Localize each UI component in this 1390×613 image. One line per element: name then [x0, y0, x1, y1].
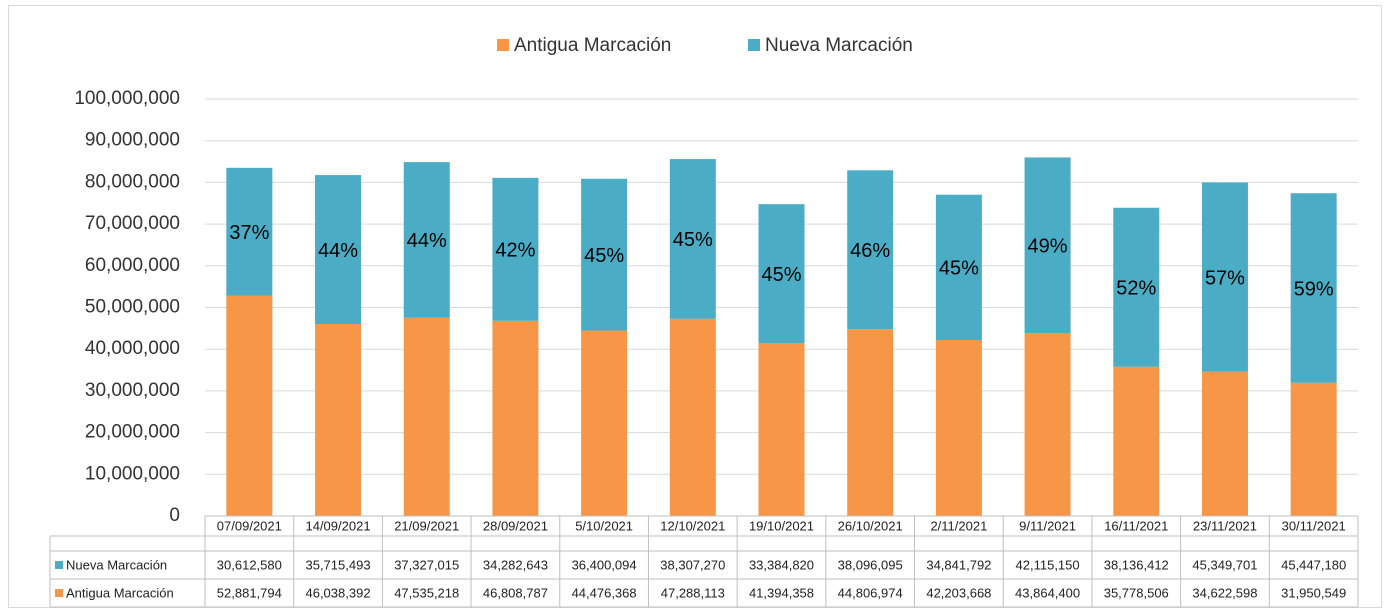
- table-cell: 30,612,580: [217, 557, 282, 572]
- share-label: 44%: [318, 240, 358, 262]
- table-cell: 37,327,015: [394, 557, 459, 572]
- table-cell: 34,841,792: [926, 557, 991, 572]
- bar-segment: [1113, 366, 1160, 516]
- x-tick-label: 28/09/2021: [483, 518, 548, 533]
- bar-segment: [581, 330, 628, 516]
- table-row-label: Antigua Marcación: [66, 585, 174, 600]
- table-cell: 44,476,368: [572, 585, 637, 600]
- bar-segment: [1113, 207, 1160, 367]
- legend-label: Nueva Marcación: [765, 35, 913, 56]
- legend-key: [497, 39, 509, 51]
- bar-segment: [1290, 193, 1337, 383]
- y-tick-label: 90,000,000: [85, 130, 180, 151]
- bar-segment: [403, 317, 450, 516]
- y-tick-label: 20,000,000: [85, 422, 180, 443]
- y-tick-label: 40,000,000: [85, 338, 180, 359]
- y-tick-label: 70,000,000: [85, 213, 180, 234]
- share-label: 44%: [407, 230, 447, 252]
- bar-segment: [1201, 371, 1248, 516]
- table-cell: 42,115,150: [1016, 557, 1080, 572]
- bar-segment: [315, 324, 362, 516]
- table-cell: 35,715,493: [305, 557, 370, 572]
- bar-segment: [669, 159, 716, 319]
- share-label: 59%: [1294, 278, 1334, 300]
- legend-label: Antigua Marcación: [514, 35, 671, 56]
- x-tick-label: 07/09/2021: [217, 518, 282, 533]
- table-cell: 34,622,598: [1192, 585, 1257, 600]
- table-cell: 38,136,412: [1104, 557, 1169, 572]
- table-cell: 46,038,392: [305, 585, 370, 600]
- table-cell: 33,384,820: [749, 557, 814, 572]
- table-cell: 43,864,400: [1015, 585, 1080, 600]
- y-tick-label: 30,000,000: [85, 380, 180, 401]
- table-cell: 46,808,787: [483, 585, 548, 600]
- table-legend-key: [55, 589, 63, 597]
- bar-segment: [226, 167, 273, 296]
- table-cell: 34,282,643: [483, 557, 548, 572]
- share-label: 49%: [1028, 236, 1068, 258]
- share-label: 42%: [495, 240, 535, 262]
- bar-segment: [492, 320, 539, 516]
- x-tick-label: 23/11/2021: [1193, 518, 1257, 533]
- table-cell: 45,447,180: [1281, 557, 1346, 572]
- y-tick-label: 80,000,000: [85, 171, 180, 192]
- x-tick-label: 9/11/2021: [1019, 518, 1076, 533]
- x-tick-label: 16/11/2021: [1104, 518, 1168, 533]
- bar-segment: [403, 162, 450, 318]
- bar-segment: [758, 343, 805, 516]
- bar-segment: [935, 340, 982, 516]
- bar-segment: [315, 175, 362, 325]
- y-tick-label: 60,000,000: [85, 255, 180, 276]
- bar-segment: [935, 194, 982, 341]
- table-row-label: Nueva Marcación: [66, 557, 167, 572]
- table-cell: 41,394,358: [749, 585, 814, 600]
- x-tick-label: 26/10/2021: [838, 518, 903, 533]
- share-label: 37%: [229, 222, 269, 244]
- y-tick-label: 10,000,000: [85, 463, 180, 484]
- table-cell: 52,881,794: [217, 585, 282, 600]
- bar-segment: [847, 170, 894, 330]
- share-label: 45%: [761, 264, 801, 286]
- table-cell: 45,349,701: [1192, 557, 1257, 572]
- bar-segment: [1201, 182, 1248, 372]
- x-tick-label: 12/10/2021: [660, 518, 725, 533]
- table-cell: 35,778,506: [1104, 585, 1169, 600]
- x-tick-label: 2/11/2021: [930, 518, 987, 533]
- bar-segment: [669, 318, 716, 516]
- share-label: 45%: [673, 229, 713, 251]
- share-label: 45%: [939, 258, 979, 280]
- table-cell: 42,203,668: [926, 585, 991, 600]
- share-label: 57%: [1205, 267, 1245, 289]
- share-label: 52%: [1116, 278, 1156, 300]
- table-cell: 47,288,113: [661, 585, 725, 600]
- y-tick-label: 50,000,000: [85, 297, 180, 318]
- bar-segment: [847, 329, 894, 516]
- y-tick-label: 100,000,000: [74, 88, 180, 109]
- bar-segment: [492, 177, 539, 321]
- table-cell: 47,535,218: [394, 585, 459, 600]
- bar-segment: [1024, 157, 1071, 334]
- share-label: 46%: [850, 240, 890, 262]
- table-cell: 31,950,549: [1281, 585, 1346, 600]
- bar-segment: [581, 178, 628, 331]
- table-cell: 44,806,974: [838, 585, 903, 600]
- x-tick-label: 21/09/2021: [394, 518, 459, 533]
- table-cell: 38,096,095: [838, 557, 903, 572]
- x-tick-label: 5/10/2021: [575, 518, 633, 533]
- table-legend-key: [55, 561, 63, 569]
- y-tick-label: 0: [169, 505, 180, 526]
- x-tick-label: 30/11/2021: [1282, 518, 1346, 533]
- bar-segment: [226, 295, 273, 516]
- bar-segment: [758, 204, 805, 344]
- legend-key: [748, 39, 760, 51]
- share-label: 45%: [584, 245, 624, 267]
- x-tick-label: 14/09/2021: [305, 518, 370, 533]
- table-cell: 38,307,270: [660, 557, 725, 572]
- bar-segment: [1024, 333, 1071, 516]
- table-cell: 36,400,094: [572, 557, 637, 572]
- bar-segment: [1290, 382, 1337, 516]
- x-tick-label: 19/10/2021: [749, 518, 814, 533]
